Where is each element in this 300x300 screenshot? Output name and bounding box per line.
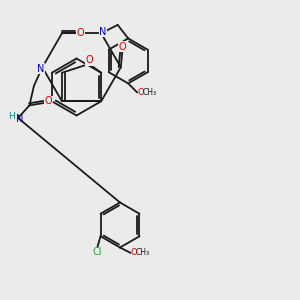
Text: N: N	[16, 114, 23, 124]
Text: CH₃: CH₃	[136, 248, 150, 257]
Text: Cl: Cl	[92, 247, 102, 257]
Text: O: O	[118, 42, 126, 52]
Text: O: O	[138, 88, 144, 97]
Text: O: O	[131, 248, 137, 257]
Text: H: H	[8, 112, 15, 121]
Text: O: O	[76, 28, 84, 38]
Text: O: O	[86, 55, 94, 65]
Text: N: N	[99, 27, 106, 37]
Text: CH₃: CH₃	[143, 88, 157, 97]
Text: O: O	[44, 97, 52, 106]
Text: N: N	[37, 64, 44, 74]
